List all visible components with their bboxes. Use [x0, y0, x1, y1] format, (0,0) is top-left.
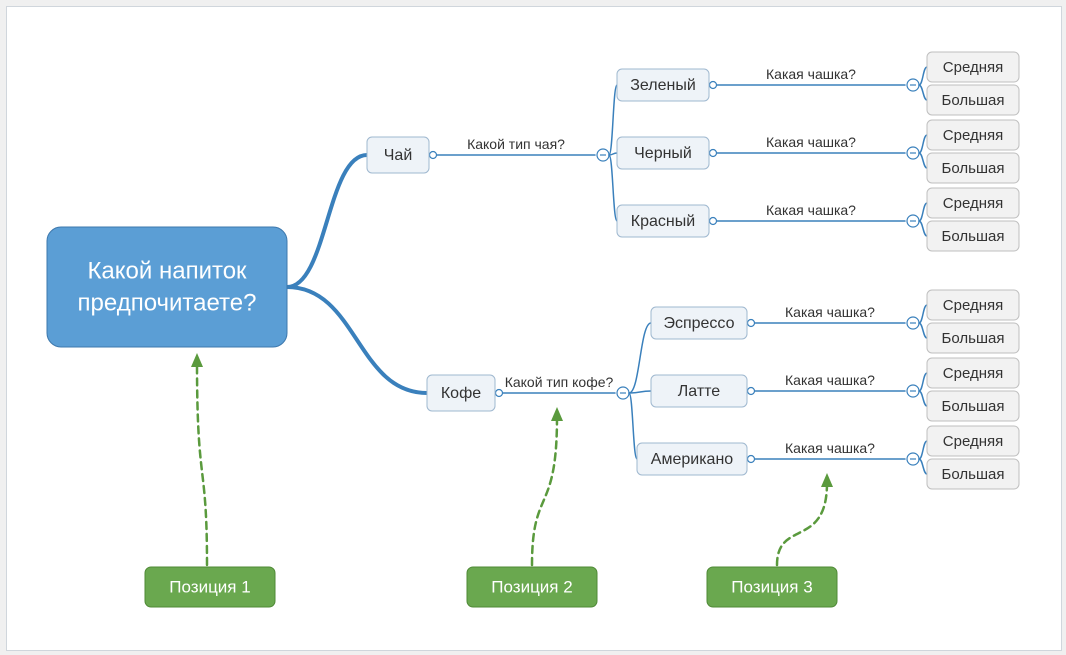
child-label: Латте — [678, 383, 721, 400]
edge-label: Какая чашка? — [785, 304, 875, 320]
leaf-label: Средняя — [943, 195, 1003, 212]
edge-label: Какая чашка? — [766, 66, 856, 82]
child-label: Эспрессо — [663, 315, 734, 332]
leaf-label: Большая — [942, 228, 1005, 245]
root-label: предпочитаете? — [78, 289, 257, 316]
edge-label: Какая чашка? — [766, 134, 856, 150]
annotation-arrow — [777, 483, 827, 565]
leaf-label: Большая — [942, 398, 1005, 415]
child-label: Американо — [651, 451, 733, 468]
leaf-label: Средняя — [943, 127, 1003, 144]
branch-label: Кофе — [441, 385, 481, 402]
leaf-label: Средняя — [943, 365, 1003, 382]
leaf-label: Большая — [942, 330, 1005, 347]
annotation-arrow — [532, 417, 557, 565]
edge-label: Какая чашка? — [785, 440, 875, 456]
child-label: Черный — [634, 145, 692, 162]
leaf-label: Большая — [942, 92, 1005, 109]
mindmap-diagram: Какой тип чая? Какой тип кофе? Какая чашка… — [7, 7, 1061, 650]
branch-label: Чай — [384, 147, 413, 164]
edge-label: Какая чашка? — [785, 372, 875, 388]
root-node[interactable] — [47, 227, 287, 347]
edge-label: Какой тип чая? — [467, 136, 565, 152]
leaf-label: Средняя — [943, 59, 1003, 76]
leaf-label: Большая — [942, 466, 1005, 483]
edge-label: Какой тип кофе? — [505, 374, 614, 390]
position-label: Позиция 1 — [169, 577, 250, 596]
edge-label: Какая чашка? — [766, 202, 856, 218]
leaf-label: Средняя — [943, 433, 1003, 450]
child-label: Зеленый — [630, 77, 696, 94]
position-label: Позиция 2 — [491, 577, 572, 596]
annotation-arrow — [197, 363, 207, 565]
leaf-label: Большая — [942, 160, 1005, 177]
root-label: Какой напиток — [87, 257, 247, 284]
leaf-label: Средняя — [943, 297, 1003, 314]
child-label: Красный — [631, 213, 695, 230]
position-label: Позиция 3 — [731, 577, 812, 596]
